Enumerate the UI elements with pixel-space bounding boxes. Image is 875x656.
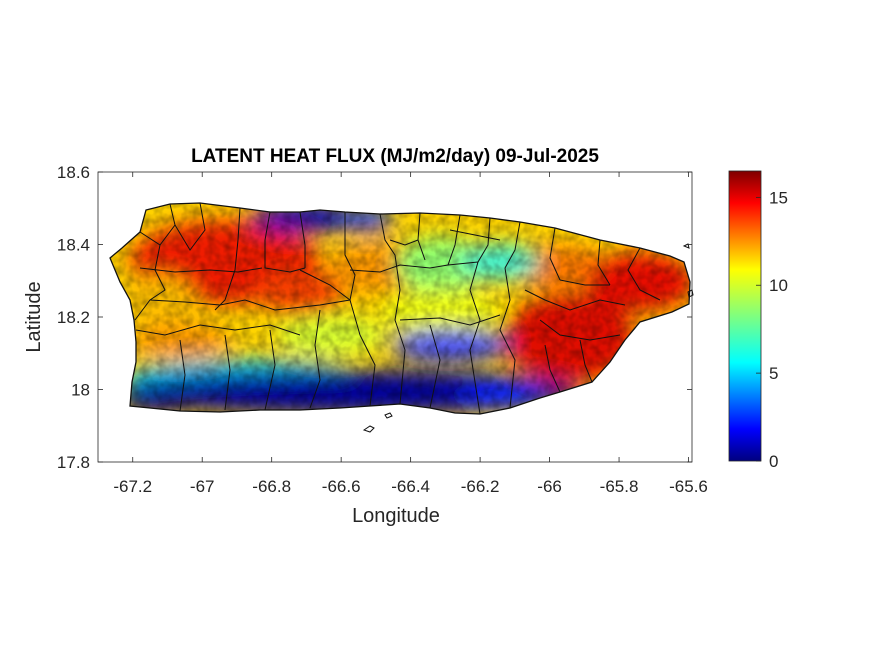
- colorbar-tick-label: 0: [769, 452, 778, 471]
- x-tick-label: -66.2: [461, 477, 500, 496]
- y-tick-label: 18.4: [57, 236, 90, 255]
- x-axis-label: Longitude: [352, 505, 440, 527]
- colorbar: [728, 170, 762, 462]
- x-tick-label: -65.6: [669, 477, 708, 496]
- y-tick-label: 17.8: [57, 453, 90, 472]
- municipality-boundaries: [109, 202, 691, 415]
- x-tick-label: -66.4: [391, 477, 430, 496]
- chart-title: LATENT HEAT FLUX (MJ/m2/day) 09-Jul-2025: [191, 146, 599, 167]
- x-tick-label: -67: [190, 477, 215, 496]
- colorbar-ticks: 0 5 10 15: [756, 188, 788, 471]
- x-tick-label: -66.6: [322, 477, 361, 496]
- y-axis-label: Latitude: [23, 281, 45, 352]
- y-tick-label: 18: [71, 381, 90, 400]
- y-axis: 17.8 18 18.2 18.4 18.6: [57, 163, 692, 472]
- colorbar-tick-label: 15: [769, 188, 788, 207]
- y-tick-label: 18.2: [57, 308, 90, 327]
- colorbar-tick-label: 5: [769, 364, 778, 383]
- x-axis: -67.2 -67 -66.8 -66.6 -66.4 -66.2 -66 -65.8 -65.…: [113, 172, 708, 496]
- x-tick-label: -65.8: [600, 477, 639, 496]
- offshore-islands: [362, 243, 694, 433]
- x-tick-label: -66.8: [252, 477, 291, 496]
- y-tick-label: 18.6: [57, 163, 90, 182]
- x-tick-label: -67.2: [113, 477, 152, 496]
- colorbar-tick-label: 10: [769, 276, 788, 295]
- x-tick-label: -66: [537, 477, 562, 496]
